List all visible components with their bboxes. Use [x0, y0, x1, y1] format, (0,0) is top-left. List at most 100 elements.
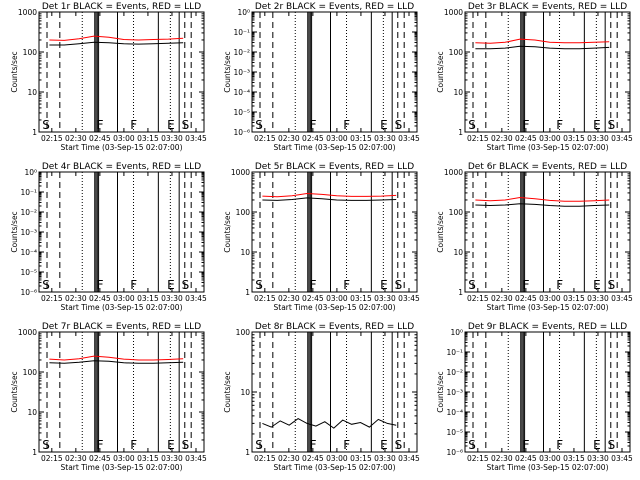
- chart-title: Det 6r BLACK = Events, RED = LLD: [468, 162, 627, 172]
- plot-frame: [464, 171, 631, 293]
- x-tick-label: 02:30: [491, 294, 513, 303]
- event-marker: F: [310, 438, 317, 452]
- series-line: [49, 35, 184, 41]
- y-tick-label: 10⁻⁶: [20, 288, 37, 297]
- x-tick-label: 02:15: [254, 134, 276, 143]
- chart-panel-2: Det 2r BLACK = Events, RED = LLD 10⁰ 10⁻¹ 1…: [223, 2, 420, 152]
- x-tick-label: 02:30: [65, 294, 87, 303]
- event-marker: E: [380, 438, 388, 452]
- x-tick-label: 03:00: [539, 454, 561, 463]
- x-axis-label: Start Time (03-Sep-15 02:07:00): [274, 303, 396, 312]
- y-tick-label: 10⁰: [450, 328, 463, 337]
- event-marker: F: [130, 278, 137, 292]
- x-tick-label: 03:45: [398, 454, 420, 463]
- chart-title: Det 1r BLACK = Events, RED = LLD: [42, 2, 201, 12]
- chart-panel-6: Det 6r BLACK = Events, RED = LLD 1 10 100 10…: [436, 162, 633, 312]
- x-tick-label: 03:45: [398, 294, 420, 303]
- y-tick-label: 10⁻⁴: [446, 408, 463, 417]
- event-marker: E: [593, 118, 601, 132]
- y-axis-label: Counts/sec: [436, 51, 445, 92]
- x-tick-label: 02:30: [278, 454, 300, 463]
- x-tick-label: 03:15: [137, 454, 159, 463]
- x-tick-label: 02:15: [254, 454, 276, 463]
- y-tick-label: 10: [453, 248, 463, 257]
- y-tick-label: 1: [458, 288, 463, 297]
- event-marker: S: [395, 118, 403, 132]
- event-marker: F: [556, 118, 563, 132]
- x-tick-label: 02:15: [467, 454, 489, 463]
- y-tick-label: 10⁻³: [20, 228, 37, 237]
- x-tick-label: 03:00: [113, 454, 135, 463]
- y-tick-label: 10⁻⁶: [446, 448, 463, 457]
- x-tick-label: 02:30: [65, 134, 87, 143]
- y-tick-label: 1: [32, 128, 37, 137]
- event-marker: S: [608, 438, 616, 452]
- event-marker: F: [97, 438, 104, 452]
- y-axis-label: Counts/sec: [436, 211, 445, 252]
- event-marker: F: [343, 438, 350, 452]
- event-marker: S: [182, 118, 190, 132]
- x-tick-label: 03:00: [326, 454, 348, 463]
- x-tick-label: 03:15: [563, 134, 585, 143]
- chart-title: Det 3r BLACK = Events, RED = LLD: [468, 2, 627, 12]
- y-tick-label: 100: [236, 328, 251, 337]
- y-tick-label: 1: [32, 448, 37, 457]
- x-tick-label: 02:45: [89, 294, 111, 303]
- x-tick-label: 02:15: [467, 294, 489, 303]
- plot-frame: [251, 171, 418, 293]
- x-axis-label: Start Time (03-Sep-15 02:07:00): [487, 143, 609, 152]
- x-tick-label: 02:15: [41, 134, 63, 143]
- x-axis-label: Start Time (03-Sep-15 02:07:00): [61, 303, 183, 312]
- x-tick-label: 03:00: [326, 294, 348, 303]
- event-marker: F: [343, 278, 350, 292]
- y-tick-label: 100: [449, 208, 464, 217]
- chart-panel-7: Det 7r BLACK = Events, RED = LLD 1 10 100 10…: [10, 322, 207, 472]
- x-tick-label: 02:45: [89, 134, 111, 143]
- y-tick-label: 1: [458, 128, 463, 137]
- event-marker: S: [255, 438, 263, 452]
- x-tick-label: 03:30: [161, 454, 183, 463]
- series-line: [262, 418, 397, 429]
- y-tick-label: 10⁻⁶: [233, 128, 250, 137]
- series-line: [49, 41, 184, 46]
- x-tick-label: 02:45: [515, 134, 537, 143]
- y-tick-label: 10⁰: [24, 168, 37, 177]
- event-marker: S: [395, 278, 403, 292]
- x-tick-label: 03:30: [374, 454, 396, 463]
- chart-title: Det 2r BLACK = Events, RED = LLD: [255, 2, 414, 12]
- event-marker: F: [556, 278, 563, 292]
- event-marker: E: [167, 118, 175, 132]
- event-marker: F: [523, 278, 530, 292]
- x-tick-label: 02:45: [515, 454, 537, 463]
- plot-frame: [38, 11, 205, 133]
- x-tick-label: 03:45: [185, 294, 207, 303]
- y-tick-label: 10⁻⁵: [20, 268, 37, 277]
- x-tick-label: 03:30: [161, 134, 183, 143]
- chart-panel-3: Det 3r BLACK = Events, RED = LLD 1 10 100 10…: [436, 2, 633, 152]
- series-line: [262, 197, 397, 201]
- x-axis-label: Start Time (03-Sep-15 02:07:00): [61, 143, 183, 152]
- x-tick-label: 02:15: [41, 454, 63, 463]
- x-tick-label: 03:15: [137, 134, 159, 143]
- x-tick-label: 03:45: [611, 134, 633, 143]
- series-line: [49, 355, 184, 361]
- y-tick-label: 1000: [18, 8, 37, 17]
- event-marker: S: [395, 438, 403, 452]
- event-marker: F: [97, 278, 104, 292]
- y-tick-label: 10⁻²: [446, 368, 463, 377]
- y-tick-label: 10⁻¹: [20, 188, 37, 197]
- event-marker: F: [310, 118, 317, 132]
- event-marker: F: [523, 438, 530, 452]
- y-tick-label: 1000: [444, 8, 463, 17]
- y-tick-label: 10⁰: [237, 8, 250, 17]
- x-tick-label: 03:45: [185, 454, 207, 463]
- event-marker: S: [42, 278, 50, 292]
- x-axis-label: Start Time (03-Sep-15 02:07:00): [61, 463, 183, 472]
- y-tick-label: 100: [23, 368, 38, 377]
- event-marker: F: [130, 118, 137, 132]
- x-tick-label: 03:45: [611, 454, 633, 463]
- y-tick-label: 10⁻⁵: [233, 108, 250, 117]
- event-marker: S: [42, 438, 50, 452]
- x-tick-label: 03:45: [398, 134, 420, 143]
- y-tick-label: 10⁻³: [446, 388, 463, 397]
